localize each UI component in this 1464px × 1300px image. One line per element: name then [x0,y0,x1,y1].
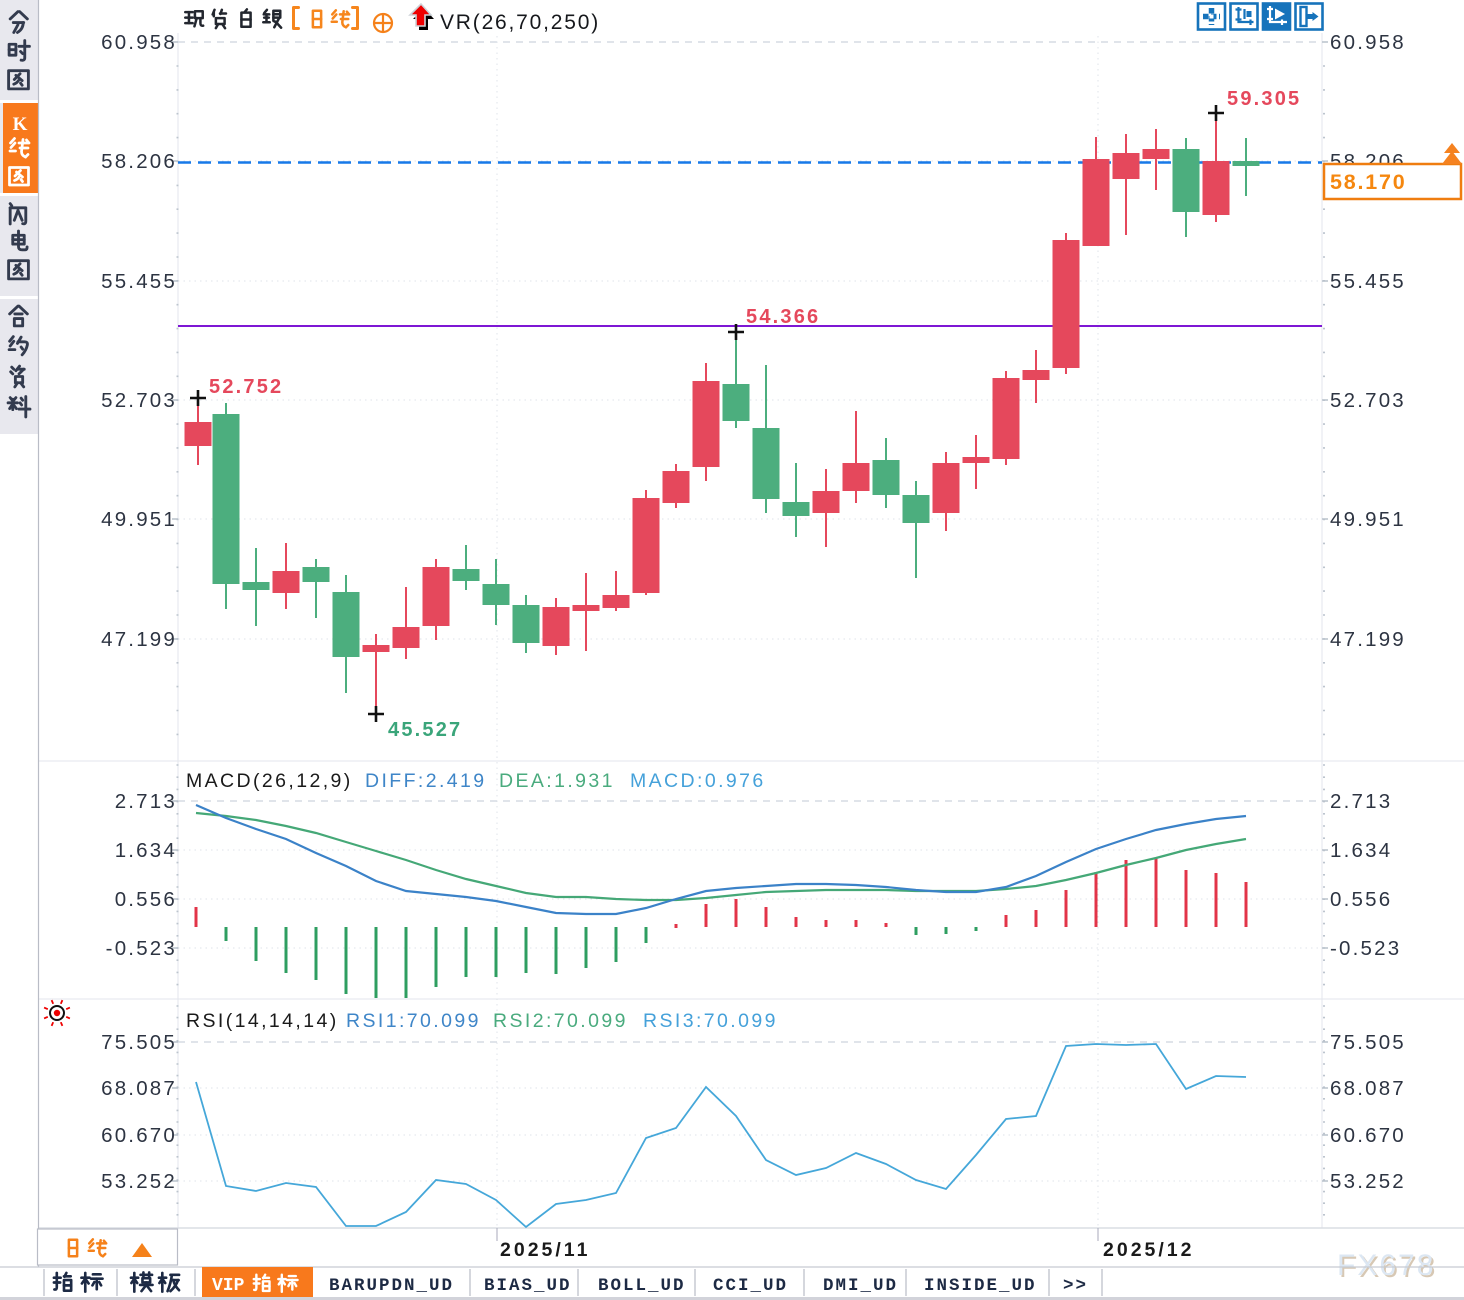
svg-text:60.670: 60.670 [101,1124,177,1147]
svg-text:BIAS_UD: BIAS_UD [484,1276,572,1296]
svg-text:2.713: 2.713 [1330,790,1392,813]
svg-text:53.252: 53.252 [101,1170,177,1193]
svg-text:INSIDE_UD: INSIDE_UD [924,1276,1037,1296]
svg-text:60.670: 60.670 [1330,1124,1406,1147]
svg-text:-0.523: -0.523 [1330,937,1401,960]
svg-text:49.951: 49.951 [1330,508,1406,531]
svg-text:>>: >> [1063,1276,1088,1296]
svg-text:75.505: 75.505 [101,1031,177,1054]
svg-text:MACD(26,12,9): MACD(26,12,9) [186,770,353,792]
svg-text:1.634: 1.634 [1330,839,1392,862]
svg-text:52.703: 52.703 [101,389,177,412]
svg-text:VR(26,70,250): VR(26,70,250) [440,11,600,34]
svg-text:52.703: 52.703 [1330,389,1406,412]
svg-text:RSI1:70.099: RSI1:70.099 [346,1010,481,1032]
svg-text:55.455: 55.455 [1330,270,1406,293]
svg-text:2025/12: 2025/12 [1103,1239,1195,1261]
svg-text:MACD:0.976: MACD:0.976 [630,770,766,792]
svg-text:DIFF:2.419: DIFF:2.419 [365,770,487,792]
svg-text:54.366: 54.366 [746,306,820,328]
svg-text:59.305: 59.305 [1227,88,1301,110]
svg-text:-0.523: -0.523 [106,937,177,960]
svg-text:FX678: FX678 [1337,1249,1435,1282]
svg-text:BARUPDN_UD: BARUPDN_UD [329,1276,454,1296]
svg-text:68.087: 68.087 [1330,1077,1406,1100]
svg-text:53.252: 53.252 [1330,1170,1406,1193]
svg-text:68.087: 68.087 [101,1077,177,1100]
svg-text:CCI_UD: CCI_UD [713,1276,788,1296]
svg-text:0.556: 0.556 [115,888,177,911]
svg-text:45.527: 45.527 [388,719,462,741]
svg-text:2025/11: 2025/11 [500,1239,590,1261]
svg-text:58.206: 58.206 [101,150,177,173]
svg-text:47.199: 47.199 [1330,628,1406,651]
svg-text:55.455: 55.455 [101,270,177,293]
svg-text:75.505: 75.505 [1330,1031,1406,1054]
svg-text:RSI(14,14,14): RSI(14,14,14) [186,1010,339,1032]
svg-text:DMI_UD: DMI_UD [823,1276,898,1296]
svg-text:RSI2:70.099: RSI2:70.099 [493,1010,628,1032]
svg-text:1.634: 1.634 [115,839,177,862]
svg-text:49.951: 49.951 [101,508,177,531]
svg-text:60.958: 60.958 [101,31,177,54]
svg-text:47.199: 47.199 [101,628,177,651]
svg-text:58.170: 58.170 [1330,170,1407,194]
svg-text:K: K [13,114,28,135]
svg-text:VIP: VIP [212,1276,245,1296]
svg-text:BOLL_UD: BOLL_UD [598,1276,686,1296]
svg-text:52.752: 52.752 [209,376,283,398]
svg-text:DEA:1.931: DEA:1.931 [499,770,615,792]
svg-text:60.958: 60.958 [1330,31,1406,54]
svg-text:0.556: 0.556 [1330,888,1392,911]
svg-text:RSI3:70.099: RSI3:70.099 [643,1010,778,1032]
svg-text:2.713: 2.713 [115,790,177,813]
